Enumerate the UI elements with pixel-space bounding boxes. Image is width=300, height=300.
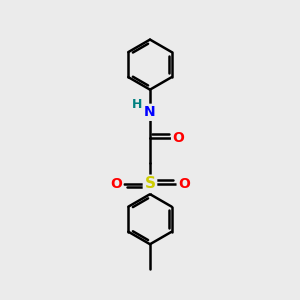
Text: O: O (178, 177, 190, 191)
Text: N: N (144, 105, 156, 119)
Text: O: O (172, 130, 184, 145)
Text: H: H (132, 98, 142, 111)
Text: O: O (110, 177, 122, 191)
Text: S: S (145, 176, 155, 191)
